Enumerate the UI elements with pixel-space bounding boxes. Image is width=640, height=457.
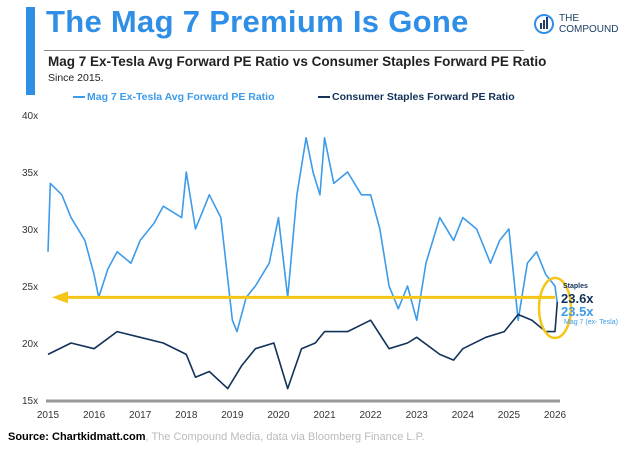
- x-tick-label: 2018: [175, 410, 198, 421]
- staples-label: Staples: [563, 283, 588, 290]
- y-tick-label: 20x: [22, 339, 38, 350]
- legend-staples-label: Consumer Staples Forward PE Ratio: [332, 91, 515, 103]
- highlight-ellipse: [537, 276, 573, 340]
- legend-staples: Consumer Staples Forward PE Ratio: [318, 91, 515, 103]
- since-note: Since 2015.: [48, 72, 104, 84]
- x-tick-label: 2019: [221, 410, 244, 421]
- page-title: The Mag 7 Premium Is Gone: [46, 4, 469, 39]
- x-tick-label: 2022: [360, 410, 383, 421]
- mag7-series-line: [47, 137, 559, 333]
- mag7-label: Mag 7 (ex- Tesla): [564, 319, 618, 326]
- title-divider: [44, 50, 524, 51]
- y-tick-label: 25x: [22, 282, 38, 293]
- logo-line2: COMPOUND: [559, 24, 619, 35]
- compound-logo: THE COMPOUND: [533, 12, 618, 36]
- legend-mag7: Mag 7 Ex-Tesla Avg Forward PE Ratio: [73, 91, 275, 103]
- staples-value: 23.6x: [561, 291, 594, 306]
- y-tick-label: 15x: [22, 396, 38, 407]
- source-bold: Source: Chartkidmatt.com: [8, 431, 146, 443]
- x-tick-label: 2015: [37, 410, 60, 421]
- legend-mag7-label: Mag 7 Ex-Tesla Avg Forward PE Ratio: [87, 91, 275, 103]
- x-tick-label: 2017: [129, 410, 152, 421]
- y-tick-label: 30x: [22, 225, 38, 236]
- accent-bar: [26, 7, 35, 95]
- chart-subtitle: Mag 7 Ex-Tesla Avg Forward PE Ratio vs C…: [48, 54, 547, 69]
- source-note: Source: Chartkidmatt.com, The Compound M…: [8, 431, 425, 443]
- x-tick-label: 2024: [452, 410, 475, 421]
- mag7-value: 23.5x: [561, 304, 594, 319]
- logo-line1: THE: [559, 13, 579, 24]
- x-tick-label: 2021: [313, 410, 336, 421]
- x-tick-label: 2025: [498, 410, 521, 421]
- source-rest: , The Compound Media, data via Bloomberg…: [145, 431, 425, 443]
- reference-arrow-head: [52, 291, 68, 304]
- y-tick-label: 40x: [22, 111, 38, 122]
- compound-logo-icon: [534, 14, 554, 34]
- staples-series-line: [47, 301, 559, 390]
- x-tick-label: 2026: [544, 410, 567, 421]
- x-tick-label: 2020: [267, 410, 290, 421]
- x-tick-label: 2016: [83, 410, 106, 421]
- x-tick-label: 2023: [406, 410, 429, 421]
- y-tick-label: 35x: [22, 168, 38, 179]
